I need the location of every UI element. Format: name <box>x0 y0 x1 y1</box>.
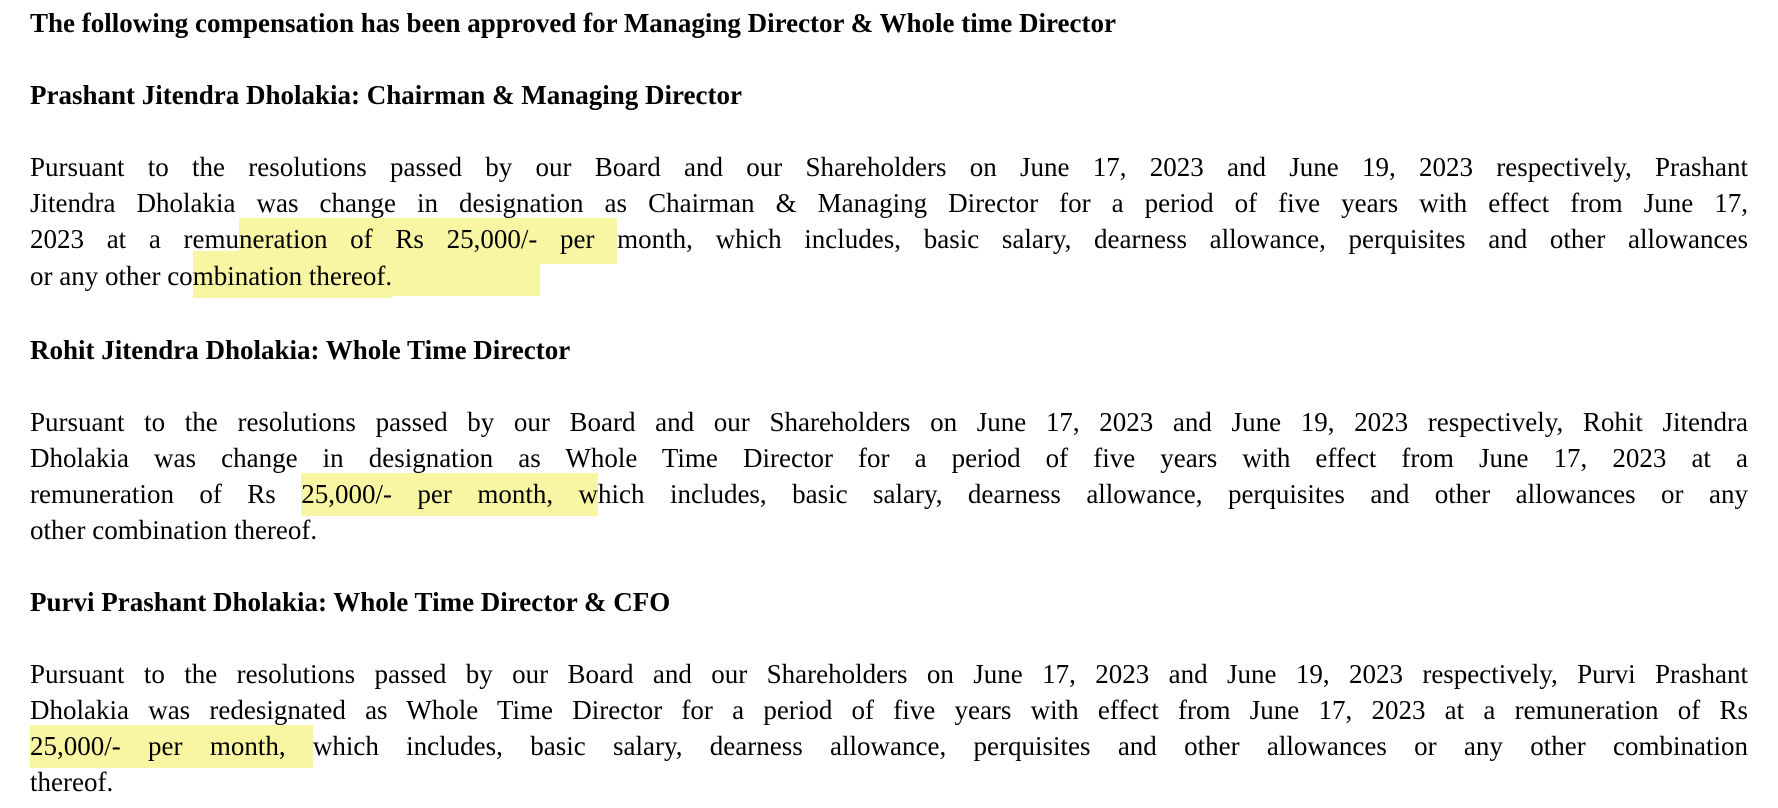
line-text: remuneration of Rs <box>30 479 302 509</box>
section-heading-prashant: Prashant Jitendra Dholakia: Chairman & M… <box>30 80 742 110</box>
text-line: Pursuant to the resolutions passed by ou… <box>30 404 1748 440</box>
paragraph-purvi: Pursuant to the resolutions passed by ou… <box>30 656 1748 800</box>
line-text: month, which includes, basic salary, dea… <box>617 224 1749 254</box>
line-text: Jitendra Dholakia was change in designat… <box>30 188 1748 218</box>
text-line: remuneration of Rs 25,000/- per month, w… <box>30 473 1748 516</box>
text-line: other combination thereof. <box>30 512 1748 548</box>
text-line: Dholakia was change in designation as Wh… <box>30 440 1748 476</box>
line-text: or any other co <box>30 261 193 291</box>
highlight-tail <box>392 257 541 296</box>
text-line: thereof. <box>30 764 1748 800</box>
highlight-mark: mbination thereof. <box>192 251 393 298</box>
text-line: or any other combination thereof. <box>30 251 1748 298</box>
line-text: 2023 at a remu <box>30 224 240 254</box>
line-text: which includes, basic salary, dearness a… <box>312 731 1748 761</box>
paragraph-rohit: Pursuant to the resolutions passed by ou… <box>30 404 1748 548</box>
text-line: 2023 at a remuneration of Rs 25,000/- pe… <box>30 218 1749 264</box>
line-text: Pursuant to the resolutions passed by ou… <box>30 407 1748 437</box>
section-heading-rohit: Rohit Jitendra Dholakia: Whole Time Dire… <box>30 335 571 365</box>
text-line: Jitendra Dholakia was change in designat… <box>30 185 1748 221</box>
line-text: Dholakia was change in designation as Wh… <box>30 443 1748 473</box>
line-text: Dholakia was redesignated as Whole Time … <box>30 695 1748 725</box>
line-text: thereof. <box>30 767 114 797</box>
text-line: Pursuant to the resolutions passed by ou… <box>30 149 1748 185</box>
line-text: Pursuant to the resolutions passed by ou… <box>30 659 1748 689</box>
text-line: 25,000/- per month, which includes, basi… <box>30 725 1748 768</box>
line-text: other combination thereof. <box>30 515 318 545</box>
section-heading-purvi: Purvi Prashant Dholakia: Whole Time Dire… <box>30 587 671 617</box>
paragraph-prashant: Pursuant to the resolutions passed by ou… <box>30 149 1749 298</box>
highlight-mark: 25,000/- per month, w <box>301 473 599 516</box>
main-heading: The following compensation has been appr… <box>30 8 1116 38</box>
line-text: Pursuant to the resolutions passed by ou… <box>30 152 1748 182</box>
text-line: Pursuant to the resolutions passed by ou… <box>30 656 1748 692</box>
line-text: hich includes, basic salary, dearness al… <box>598 479 1748 509</box>
text-line: Dholakia was redesignated as Whole Time … <box>30 692 1748 728</box>
highlight-mark: 25,000/- per month, <box>30 725 313 768</box>
